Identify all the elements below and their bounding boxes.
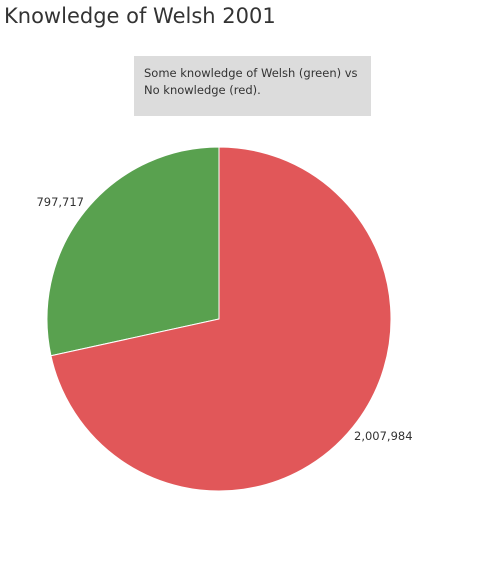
annotation-line-1: Some knowledge of Welsh (green) vs bbox=[144, 66, 358, 80]
pie-slices bbox=[46, 146, 392, 492]
chart-title: Knowledge of Welsh 2001 bbox=[4, 4, 276, 28]
chart-annotation: Some knowledge of Welsh (green) vs No kn… bbox=[134, 56, 371, 116]
pie-slice-some-knowledge[interactable] bbox=[46, 146, 220, 357]
pie-labels: 797,717 2,007,984 bbox=[36, 195, 412, 443]
annotation-line-2: No knowledge (red). bbox=[144, 83, 261, 97]
pie-label-some-knowledge: 797,717 bbox=[36, 195, 84, 209]
pie-label-no-knowledge: 2,007,984 bbox=[354, 429, 413, 443]
pie-slice-no-knowledge[interactable] bbox=[50, 146, 392, 492]
